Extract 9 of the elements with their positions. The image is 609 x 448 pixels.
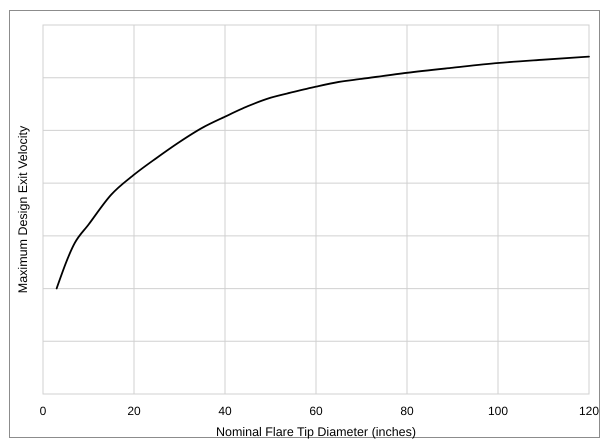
x-tick-label: 80 — [400, 404, 414, 418]
x-axis-title: Nominal Flare Tip Diameter (inches) — [216, 425, 416, 439]
x-tick-label: 120 — [578, 404, 600, 418]
x-tick-label: 40 — [218, 404, 232, 418]
x-tick-label: 60 — [309, 404, 323, 418]
y-axis-title: Maximum Design Exit Velocity — [16, 125, 30, 294]
x-tick-label: 100 — [488, 404, 508, 418]
x-tick-label: 0 — [40, 404, 47, 418]
x-tick-label: 20 — [127, 404, 141, 418]
